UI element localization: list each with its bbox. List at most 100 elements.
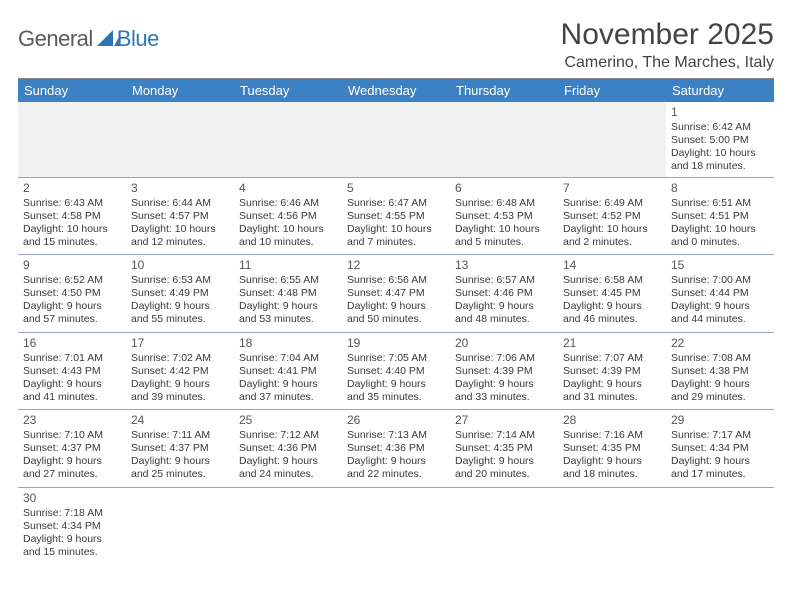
sunrise-text: Sunrise: 7:05 AM — [347, 352, 445, 365]
weekday-header: Monday — [126, 79, 234, 102]
daylight-text: Daylight: 10 hours — [23, 223, 121, 236]
sunset-text: Sunset: 4:49 PM — [131, 287, 229, 300]
sunrise-text: Sunrise: 7:01 AM — [23, 352, 121, 365]
daylight-text: Daylight: 9 hours — [131, 300, 229, 313]
sunset-text: Sunset: 4:52 PM — [563, 210, 661, 223]
daylight-text: and 24 minutes. — [239, 468, 337, 481]
logo-text-blue: Blue — [117, 26, 159, 52]
sunset-text: Sunset: 4:36 PM — [347, 442, 445, 455]
sunset-text: Sunset: 4:56 PM — [239, 210, 337, 223]
sunrise-text: Sunrise: 7:11 AM — [131, 429, 229, 442]
daylight-text: and 44 minutes. — [671, 313, 769, 326]
day-number: 4 — [239, 181, 337, 196]
daylight-text: Daylight: 9 hours — [23, 300, 121, 313]
sunset-text: Sunset: 4:58 PM — [23, 210, 121, 223]
sunset-text: Sunset: 4:35 PM — [455, 442, 553, 455]
calendar-cell — [558, 102, 666, 177]
daylight-text: and 15 minutes. — [23, 546, 121, 559]
sunset-text: Sunset: 4:40 PM — [347, 365, 445, 378]
calendar-cell: 1Sunrise: 6:42 AMSunset: 5:00 PMDaylight… — [666, 102, 774, 177]
day-number: 9 — [23, 258, 121, 273]
sunrise-text: Sunrise: 6:46 AM — [239, 197, 337, 210]
calendar-cell — [342, 487, 450, 564]
calendar-cell — [558, 487, 666, 564]
header: General Blue November 2025 Camerino, The… — [18, 18, 774, 72]
day-number: 1 — [671, 105, 769, 120]
day-number: 3 — [131, 181, 229, 196]
daylight-text: and 53 minutes. — [239, 313, 337, 326]
daylight-text: and 46 minutes. — [563, 313, 661, 326]
daylight-text: Daylight: 9 hours — [347, 378, 445, 391]
daylight-text: and 10 minutes. — [239, 236, 337, 249]
sunrise-text: Sunrise: 7:16 AM — [563, 429, 661, 442]
calendar-cell: 12Sunrise: 6:56 AMSunset: 4:47 PMDayligh… — [342, 255, 450, 333]
daylight-text: Daylight: 9 hours — [671, 378, 769, 391]
daylight-text: Daylight: 10 hours — [347, 223, 445, 236]
calendar-row: 23Sunrise: 7:10 AMSunset: 4:37 PMDayligh… — [18, 410, 774, 488]
calendar-cell: 27Sunrise: 7:14 AMSunset: 4:35 PMDayligh… — [450, 410, 558, 488]
calendar-cell: 30Sunrise: 7:18 AMSunset: 4:34 PMDayligh… — [18, 487, 126, 564]
sunrise-text: Sunrise: 6:51 AM — [671, 197, 769, 210]
calendar-cell: 9Sunrise: 6:52 AMSunset: 4:50 PMDaylight… — [18, 255, 126, 333]
daylight-text: and 50 minutes. — [347, 313, 445, 326]
page-subtitle: Camerino, The Marches, Italy — [561, 54, 774, 72]
calendar-row: 16Sunrise: 7:01 AMSunset: 4:43 PMDayligh… — [18, 332, 774, 410]
daylight-text: Daylight: 9 hours — [239, 455, 337, 468]
day-number: 23 — [23, 413, 121, 428]
sunrise-text: Sunrise: 6:48 AM — [455, 197, 553, 210]
calendar-cell: 6Sunrise: 6:48 AMSunset: 4:53 PMDaylight… — [450, 177, 558, 255]
day-number: 14 — [563, 258, 661, 273]
daylight-text: and 27 minutes. — [23, 468, 121, 481]
day-number: 26 — [347, 413, 445, 428]
daylight-text: and 12 minutes. — [131, 236, 229, 249]
daylight-text: and 18 minutes. — [563, 468, 661, 481]
sunset-text: Sunset: 4:46 PM — [455, 287, 553, 300]
calendar-cell: 13Sunrise: 6:57 AMSunset: 4:46 PMDayligh… — [450, 255, 558, 333]
daylight-text: Daylight: 9 hours — [455, 378, 553, 391]
daylight-text: Daylight: 10 hours — [563, 223, 661, 236]
logo: General Blue — [18, 18, 159, 52]
daylight-text: Daylight: 9 hours — [23, 378, 121, 391]
logo-text-general: General — [18, 26, 93, 52]
weekday-header-row: Sunday Monday Tuesday Wednesday Thursday… — [18, 79, 774, 102]
calendar-cell: 3Sunrise: 6:44 AMSunset: 4:57 PMDaylight… — [126, 177, 234, 255]
daylight-text: and 41 minutes. — [23, 391, 121, 404]
day-number: 12 — [347, 258, 445, 273]
sunrise-text: Sunrise: 6:57 AM — [455, 274, 553, 287]
daylight-text: Daylight: 9 hours — [455, 300, 553, 313]
sunset-text: Sunset: 4:42 PM — [131, 365, 229, 378]
daylight-text: Daylight: 9 hours — [347, 455, 445, 468]
calendar-cell: 25Sunrise: 7:12 AMSunset: 4:36 PMDayligh… — [234, 410, 342, 488]
daylight-text: and 22 minutes. — [347, 468, 445, 481]
sunset-text: Sunset: 4:53 PM — [455, 210, 553, 223]
calendar-cell: 15Sunrise: 7:00 AMSunset: 4:44 PMDayligh… — [666, 255, 774, 333]
daylight-text: Daylight: 9 hours — [671, 455, 769, 468]
daylight-text: Daylight: 10 hours — [671, 223, 769, 236]
daylight-text: and 7 minutes. — [347, 236, 445, 249]
sunset-text: Sunset: 4:48 PM — [239, 287, 337, 300]
weekday-header: Tuesday — [234, 79, 342, 102]
calendar-cell: 4Sunrise: 6:46 AMSunset: 4:56 PMDaylight… — [234, 177, 342, 255]
calendar-cell: 2Sunrise: 6:43 AMSunset: 4:58 PMDaylight… — [18, 177, 126, 255]
daylight-text: Daylight: 9 hours — [347, 300, 445, 313]
daylight-text: and 39 minutes. — [131, 391, 229, 404]
day-number: 2 — [23, 181, 121, 196]
sunrise-text: Sunrise: 7:06 AM — [455, 352, 553, 365]
sunset-text: Sunset: 4:34 PM — [671, 442, 769, 455]
daylight-text: and 20 minutes. — [455, 468, 553, 481]
sunrise-text: Sunrise: 6:55 AM — [239, 274, 337, 287]
calendar-cell: 16Sunrise: 7:01 AMSunset: 4:43 PMDayligh… — [18, 332, 126, 410]
daylight-text: and 29 minutes. — [671, 391, 769, 404]
sunset-text: Sunset: 4:57 PM — [131, 210, 229, 223]
daylight-text: and 15 minutes. — [23, 236, 121, 249]
sunset-text: Sunset: 4:35 PM — [563, 442, 661, 455]
sunrise-text: Sunrise: 7:04 AM — [239, 352, 337, 365]
calendar-cell: 29Sunrise: 7:17 AMSunset: 4:34 PMDayligh… — [666, 410, 774, 488]
calendar-cell: 7Sunrise: 6:49 AMSunset: 4:52 PMDaylight… — [558, 177, 666, 255]
calendar-row: 2Sunrise: 6:43 AMSunset: 4:58 PMDaylight… — [18, 177, 774, 255]
sunset-text: Sunset: 4:50 PM — [23, 287, 121, 300]
calendar-cell: 26Sunrise: 7:13 AMSunset: 4:36 PMDayligh… — [342, 410, 450, 488]
sunset-text: Sunset: 4:34 PM — [23, 520, 121, 533]
sunset-text: Sunset: 4:39 PM — [455, 365, 553, 378]
daylight-text: Daylight: 10 hours — [239, 223, 337, 236]
